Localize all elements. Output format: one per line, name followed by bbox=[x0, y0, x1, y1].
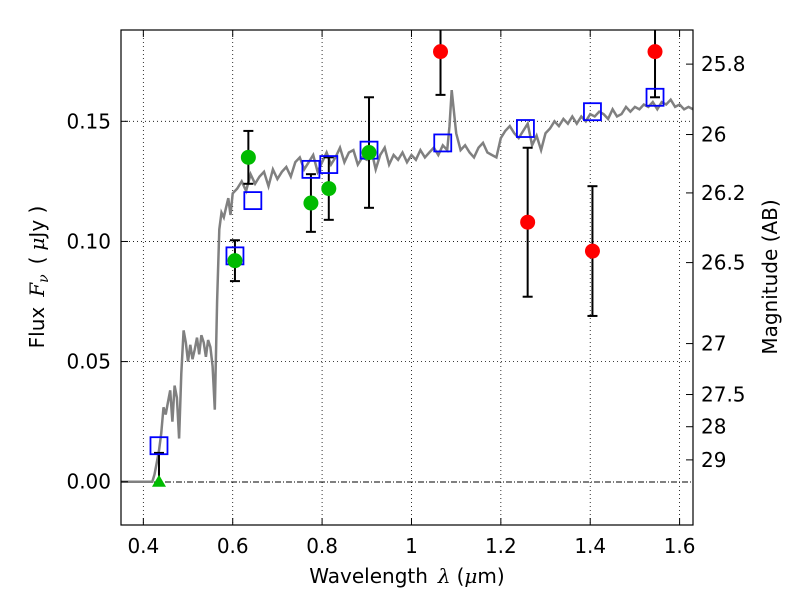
y-axis-title-symbol: F bbox=[25, 282, 49, 298]
data-markers bbox=[149, 30, 665, 487]
x-tick-label: 1 bbox=[405, 534, 418, 558]
y-axis-title-subscript: ν bbox=[36, 274, 52, 283]
x-tick-label: 1.4 bbox=[574, 534, 606, 558]
optical-point bbox=[227, 253, 243, 269]
y-tick-label: 0.00 bbox=[66, 470, 111, 494]
x-tick-label: 0.6 bbox=[217, 534, 249, 558]
nir-point bbox=[584, 243, 600, 259]
gridlines bbox=[121, 30, 693, 525]
y-axis-title-unit-close: Jy ) bbox=[25, 206, 49, 240]
model-photometry-square bbox=[319, 155, 339, 174]
y-axis-title: Flux Fν ( μJy ) bbox=[25, 206, 52, 349]
optical-point bbox=[321, 181, 337, 197]
x-axis-title: Wavelength λ (μm) bbox=[309, 564, 504, 588]
y2-tick-label: 29 bbox=[701, 448, 726, 472]
nir-point bbox=[433, 44, 449, 60]
y-tick-label: 0.10 bbox=[66, 229, 111, 253]
model-photometry-square bbox=[433, 133, 453, 153]
y-axis-title-unit-open: ( bbox=[25, 257, 49, 265]
x-tick-label: 1.2 bbox=[485, 534, 517, 558]
x-axis-title-unit-open: ( bbox=[457, 564, 465, 588]
x-tick-label: 0.8 bbox=[306, 534, 338, 558]
plot-frame bbox=[120, 29, 694, 526]
y2-tick-label: 25.8 bbox=[701, 52, 746, 76]
model-photometry-square bbox=[583, 102, 602, 122]
y2-tick-label: 28 bbox=[701, 415, 726, 439]
axis-ticks: 0.4 0.6 0.8 1 1.2 1.4 1.6 0.00 0.05 0.10 0.15 25.8 2… bbox=[66, 30, 746, 558]
x-axis-title-unit-close: m) bbox=[477, 564, 504, 588]
y-axis-title-text: Flux bbox=[25, 307, 49, 349]
nir-point bbox=[520, 214, 536, 230]
optical-point bbox=[240, 149, 256, 165]
upper-limit-triangle bbox=[151, 474, 166, 487]
optical-point bbox=[361, 145, 377, 161]
y-axis-title-unit-mu: μ bbox=[25, 238, 49, 251]
optical-point bbox=[303, 195, 319, 211]
x-axis-title-unit-mu: μ bbox=[464, 564, 477, 588]
x-axis-title-symbol: λ bbox=[437, 564, 451, 588]
model-photometry-square bbox=[645, 87, 665, 107]
y2-tick-label: 27.5 bbox=[701, 383, 746, 407]
nir-point bbox=[647, 44, 663, 60]
x-tick-label: 0.4 bbox=[127, 534, 159, 558]
model-photometry-square bbox=[149, 436, 169, 456]
y2-axis-title: Magnitude (AB) bbox=[758, 199, 782, 354]
model-spectrum-line bbox=[121, 89, 693, 483]
y-tick-label: 0.05 bbox=[66, 350, 111, 374]
model-photometry-square bbox=[516, 119, 535, 138]
y-tick-label: 0.15 bbox=[66, 109, 111, 133]
y2-tick-label: 26.2 bbox=[701, 181, 746, 205]
y2-tick-label: 26.5 bbox=[701, 251, 746, 275]
x-tick-label: 1.6 bbox=[664, 534, 696, 558]
model-photometry-square bbox=[243, 191, 263, 211]
x-axis-title-text: Wavelength bbox=[309, 564, 428, 588]
y2-tick-label: 26 bbox=[701, 123, 726, 147]
y2-tick-label: 27 bbox=[701, 332, 726, 356]
